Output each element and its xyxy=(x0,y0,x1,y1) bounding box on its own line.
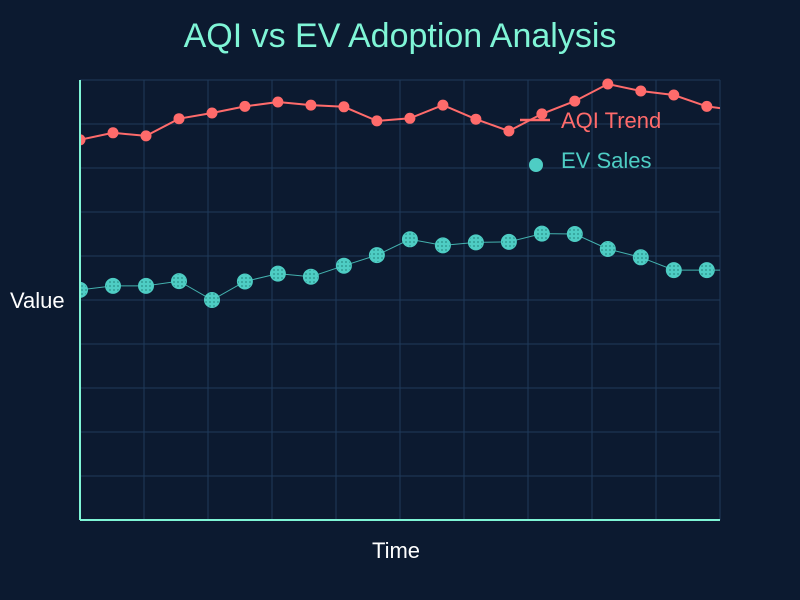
x-axis-label: Time xyxy=(372,538,420,563)
grid-layer xyxy=(79,79,721,521)
aqi-point xyxy=(701,100,713,112)
aqi-point xyxy=(305,99,317,111)
ev-sales-point xyxy=(80,281,88,298)
series-layer xyxy=(80,78,745,308)
ev-sales-point xyxy=(171,273,187,290)
ev-sales-point xyxy=(566,226,583,242)
aqi-point xyxy=(272,96,284,108)
ev-sales-point xyxy=(105,277,121,294)
aqi-point xyxy=(437,99,449,111)
y-axis-label: Value xyxy=(10,288,65,313)
aqi-point xyxy=(635,85,647,97)
ev-sales-point xyxy=(665,262,682,279)
ev-sales-point xyxy=(500,233,517,250)
ev-sales-point xyxy=(204,292,220,308)
ev-sales-point xyxy=(533,225,550,242)
aqi-point xyxy=(536,108,548,120)
aqi-point xyxy=(206,107,218,119)
aqi-point xyxy=(734,105,745,116)
chart-title: AQI vs EV Adoption Analysis xyxy=(184,17,617,55)
aqi-point xyxy=(371,115,383,127)
legend: AQI Trend EV Sales xyxy=(520,108,661,173)
ev-sales-point xyxy=(368,247,385,264)
series-ev-sales xyxy=(80,225,720,308)
ev-sales-point xyxy=(335,257,352,274)
aqi-point xyxy=(80,134,86,146)
legend-label-aqi: AQI Trend xyxy=(561,108,661,133)
aqi-point xyxy=(470,113,482,125)
aqi-point xyxy=(668,89,680,101)
series-aqi-trend xyxy=(80,78,745,146)
ev-sales-point xyxy=(467,234,484,251)
aqi-point xyxy=(239,100,251,112)
ev-sales-point xyxy=(434,237,451,254)
aqi-point xyxy=(602,78,614,90)
aqi-point xyxy=(569,95,581,107)
ev-sales-point xyxy=(269,265,286,282)
ev-sales-point xyxy=(236,273,253,290)
aqi-point xyxy=(404,112,416,124)
aqi-point xyxy=(503,125,515,137)
ev-sales-point xyxy=(401,231,418,248)
aqi-point xyxy=(140,130,152,142)
aqi-point xyxy=(173,113,185,125)
legend-swatch-ev xyxy=(529,158,543,172)
ev-sales-point xyxy=(599,241,616,257)
aqi-point xyxy=(107,127,119,139)
ev-sales-point xyxy=(302,268,319,285)
ev-sales-point xyxy=(698,262,715,279)
aqi-point xyxy=(338,101,350,113)
ev-sales-point xyxy=(138,277,154,294)
ev-sales-point xyxy=(632,249,649,266)
legend-label-ev: EV Sales xyxy=(561,148,652,173)
